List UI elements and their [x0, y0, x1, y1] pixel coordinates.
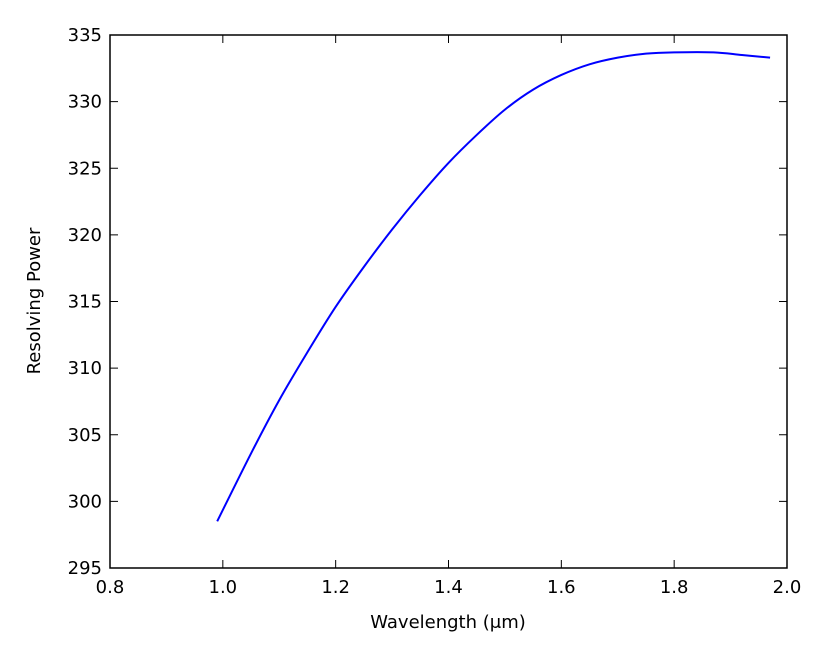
x-tick-label: 1.6: [547, 577, 576, 598]
series-layer: [216, 51, 771, 522]
series-line: [216, 51, 771, 522]
y-tick-label: 295: [68, 558, 102, 579]
y-tick-label: 305: [68, 425, 102, 446]
plot-frame: [109, 34, 788, 569]
y-tick-label: 300: [68, 491, 102, 512]
x-tick-label: 1.2: [321, 577, 350, 598]
ticks-layer: 0.8 1.0 1.2 1.4 1.6 1.8 2.0 295 300 305 310 315 320 3…: [68, 25, 802, 598]
y-tick-label: 320: [68, 225, 102, 246]
x-tick-label: 0.8: [96, 577, 125, 598]
y-tick-label: 325: [68, 158, 102, 179]
y-tick-label: 330: [68, 92, 102, 113]
x-tick-label: 1.0: [209, 577, 238, 598]
y-axis-title: Resolving Power: [24, 227, 45, 374]
x-tick-label: 2.0: [773, 577, 802, 598]
y-tick-label: 335: [68, 25, 102, 46]
x-tick-label: 1.8: [660, 577, 689, 598]
x-axis-title: Wavelength (μm): [370, 612, 526, 633]
y-tick-label: 310: [68, 358, 102, 379]
plot-area: [109, 34, 788, 569]
x-tick-label: 1.4: [434, 577, 463, 598]
y-tick-label: 315: [68, 292, 102, 313]
